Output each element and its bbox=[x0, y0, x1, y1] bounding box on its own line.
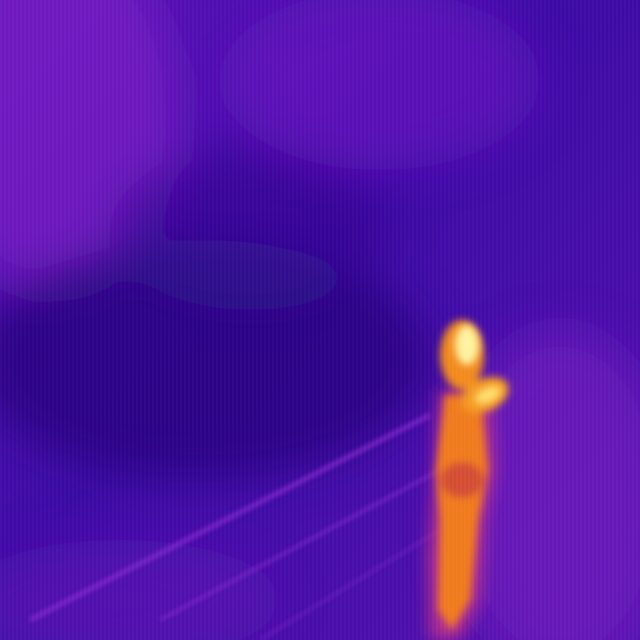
body: (() => { const data = JSON.parse(documen… bbox=[0, 0, 640, 640]
page: Thermal image {} html, body { margin: 0;… bbox=[0, 0, 640, 640]
thermal-image bbox=[0, 0, 640, 640]
sensor-noise bbox=[0, 0, 640, 640]
